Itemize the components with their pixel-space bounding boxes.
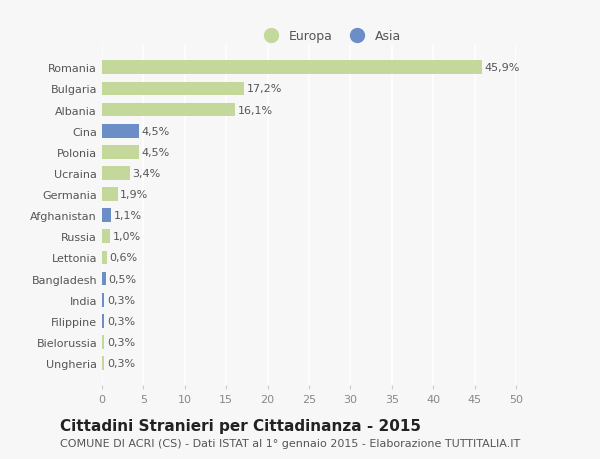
Text: 4,5%: 4,5%	[142, 147, 170, 157]
Text: 0,3%: 0,3%	[107, 358, 135, 368]
Text: 16,1%: 16,1%	[238, 106, 273, 115]
Text: 1,1%: 1,1%	[113, 211, 142, 221]
Text: 0,5%: 0,5%	[109, 274, 137, 284]
Bar	[102, 314, 104, 328]
Bar	[102, 83, 244, 96]
Bar	[102, 62, 482, 75]
Text: 0,3%: 0,3%	[107, 337, 135, 347]
Text: COMUNE DI ACRI (CS) - Dati ISTAT al 1° gennaio 2015 - Elaborazione TUTTITALIA.IT: COMUNE DI ACRI (CS) - Dati ISTAT al 1° g…	[60, 438, 520, 448]
Text: 1,0%: 1,0%	[113, 232, 141, 242]
Bar	[102, 124, 139, 138]
Text: 0,6%: 0,6%	[109, 253, 137, 263]
Text: 0,3%: 0,3%	[107, 316, 135, 326]
Text: 1,9%: 1,9%	[120, 190, 148, 200]
Bar	[102, 336, 104, 349]
Text: 3,4%: 3,4%	[133, 168, 161, 179]
Bar	[102, 251, 107, 265]
Bar	[102, 146, 139, 159]
Bar	[102, 209, 111, 223]
Text: 17,2%: 17,2%	[247, 84, 282, 94]
Legend: Europa, Asia: Europa, Asia	[253, 25, 406, 48]
Text: Cittadini Stranieri per Cittadinanza - 2015: Cittadini Stranieri per Cittadinanza - 2…	[60, 418, 421, 433]
Bar	[102, 293, 104, 307]
Text: 4,5%: 4,5%	[142, 126, 170, 136]
Text: 0,3%: 0,3%	[107, 295, 135, 305]
Bar	[102, 188, 118, 202]
Bar	[102, 103, 235, 117]
Bar	[102, 272, 106, 286]
Bar	[102, 357, 104, 370]
Text: 45,9%: 45,9%	[485, 63, 520, 73]
Bar	[102, 230, 110, 244]
Bar	[102, 167, 130, 180]
